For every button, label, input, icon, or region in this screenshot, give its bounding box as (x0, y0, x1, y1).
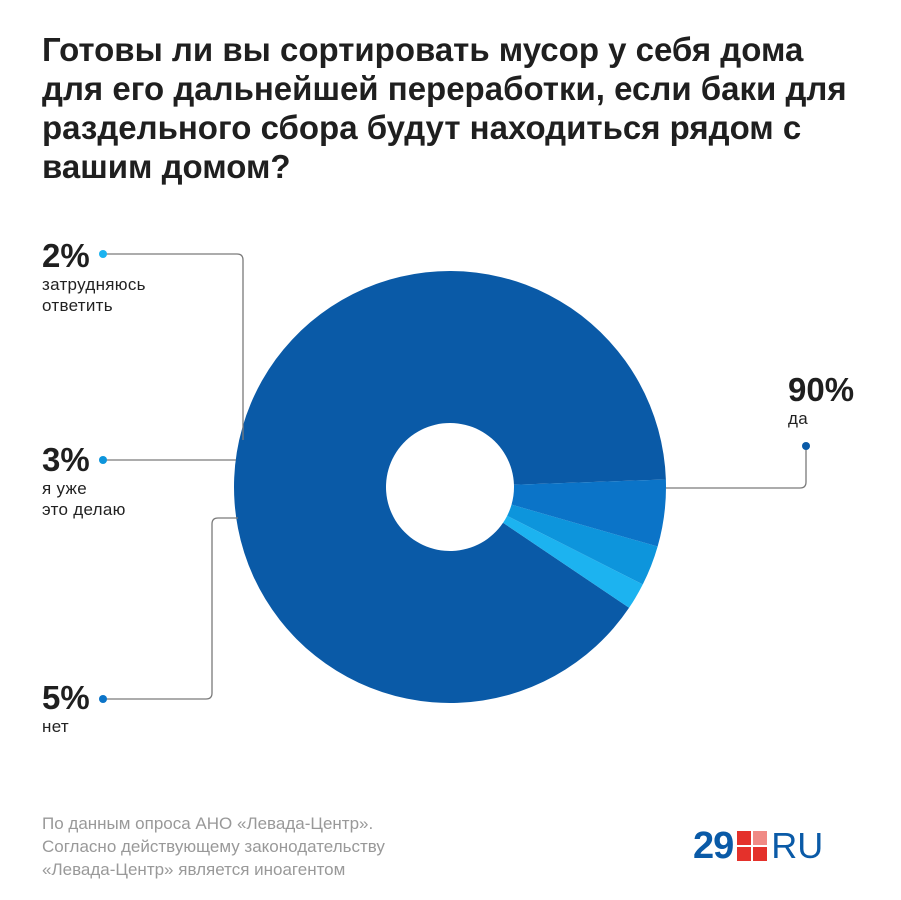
leader-no-dot (99, 695, 107, 703)
leader-unsure (103, 253, 244, 440)
29ru-logo[interactable]: 29 RU (693, 825, 824, 867)
source-line-2: Согласно действующему законодательству (42, 837, 385, 856)
slice-label-no: 5% нет (42, 680, 90, 737)
slice-value-already: 3% (42, 441, 90, 478)
slice-unsure (503, 515, 643, 608)
slice-caption-yes: да (788, 409, 808, 428)
leader-yes-dot (802, 442, 810, 450)
slice-value-unsure: 2% (42, 237, 90, 274)
leader-yes (666, 446, 807, 489)
source-line-1: По данным опроса АНО «Левада-Центр». (42, 814, 374, 833)
slice-caption-already-line2: это делаю (42, 500, 126, 519)
slice-no (511, 479, 666, 547)
slice-label-already: 3% я уже это делаю (42, 442, 126, 520)
slice-caption-unsure-line2: ответить (42, 296, 113, 315)
leader-already-dot (99, 456, 107, 464)
source-line-3: «Левада-Центр» является иноагентом (42, 860, 346, 879)
source-note: По данным опроса АНО «Левада-Центр». Сог… (42, 812, 562, 881)
slice-caption-no: нет (42, 717, 69, 736)
slice-label-unsure: 2% затрудняюсь ответить (42, 238, 146, 316)
chart-title: Готовы ли вы сортировать мусор у себя до… (42, 31, 847, 185)
slice-caption-unsure-line1: затрудняюсь (42, 275, 146, 294)
slice-yes (233, 271, 666, 704)
slice-label-yes: 90% да (788, 372, 854, 429)
slice-value-no: 5% (42, 679, 90, 716)
leader-unsure-dot (99, 250, 107, 258)
slice-caption-already-line1: я уже (42, 479, 87, 498)
logo-number: 29 (693, 825, 734, 867)
logo-suffix: RU (771, 825, 824, 866)
leader-no (103, 517, 238, 700)
logo-square-mark-icon (737, 831, 768, 861)
slice-value-yes: 90% (788, 371, 855, 408)
slice-already (507, 504, 658, 585)
